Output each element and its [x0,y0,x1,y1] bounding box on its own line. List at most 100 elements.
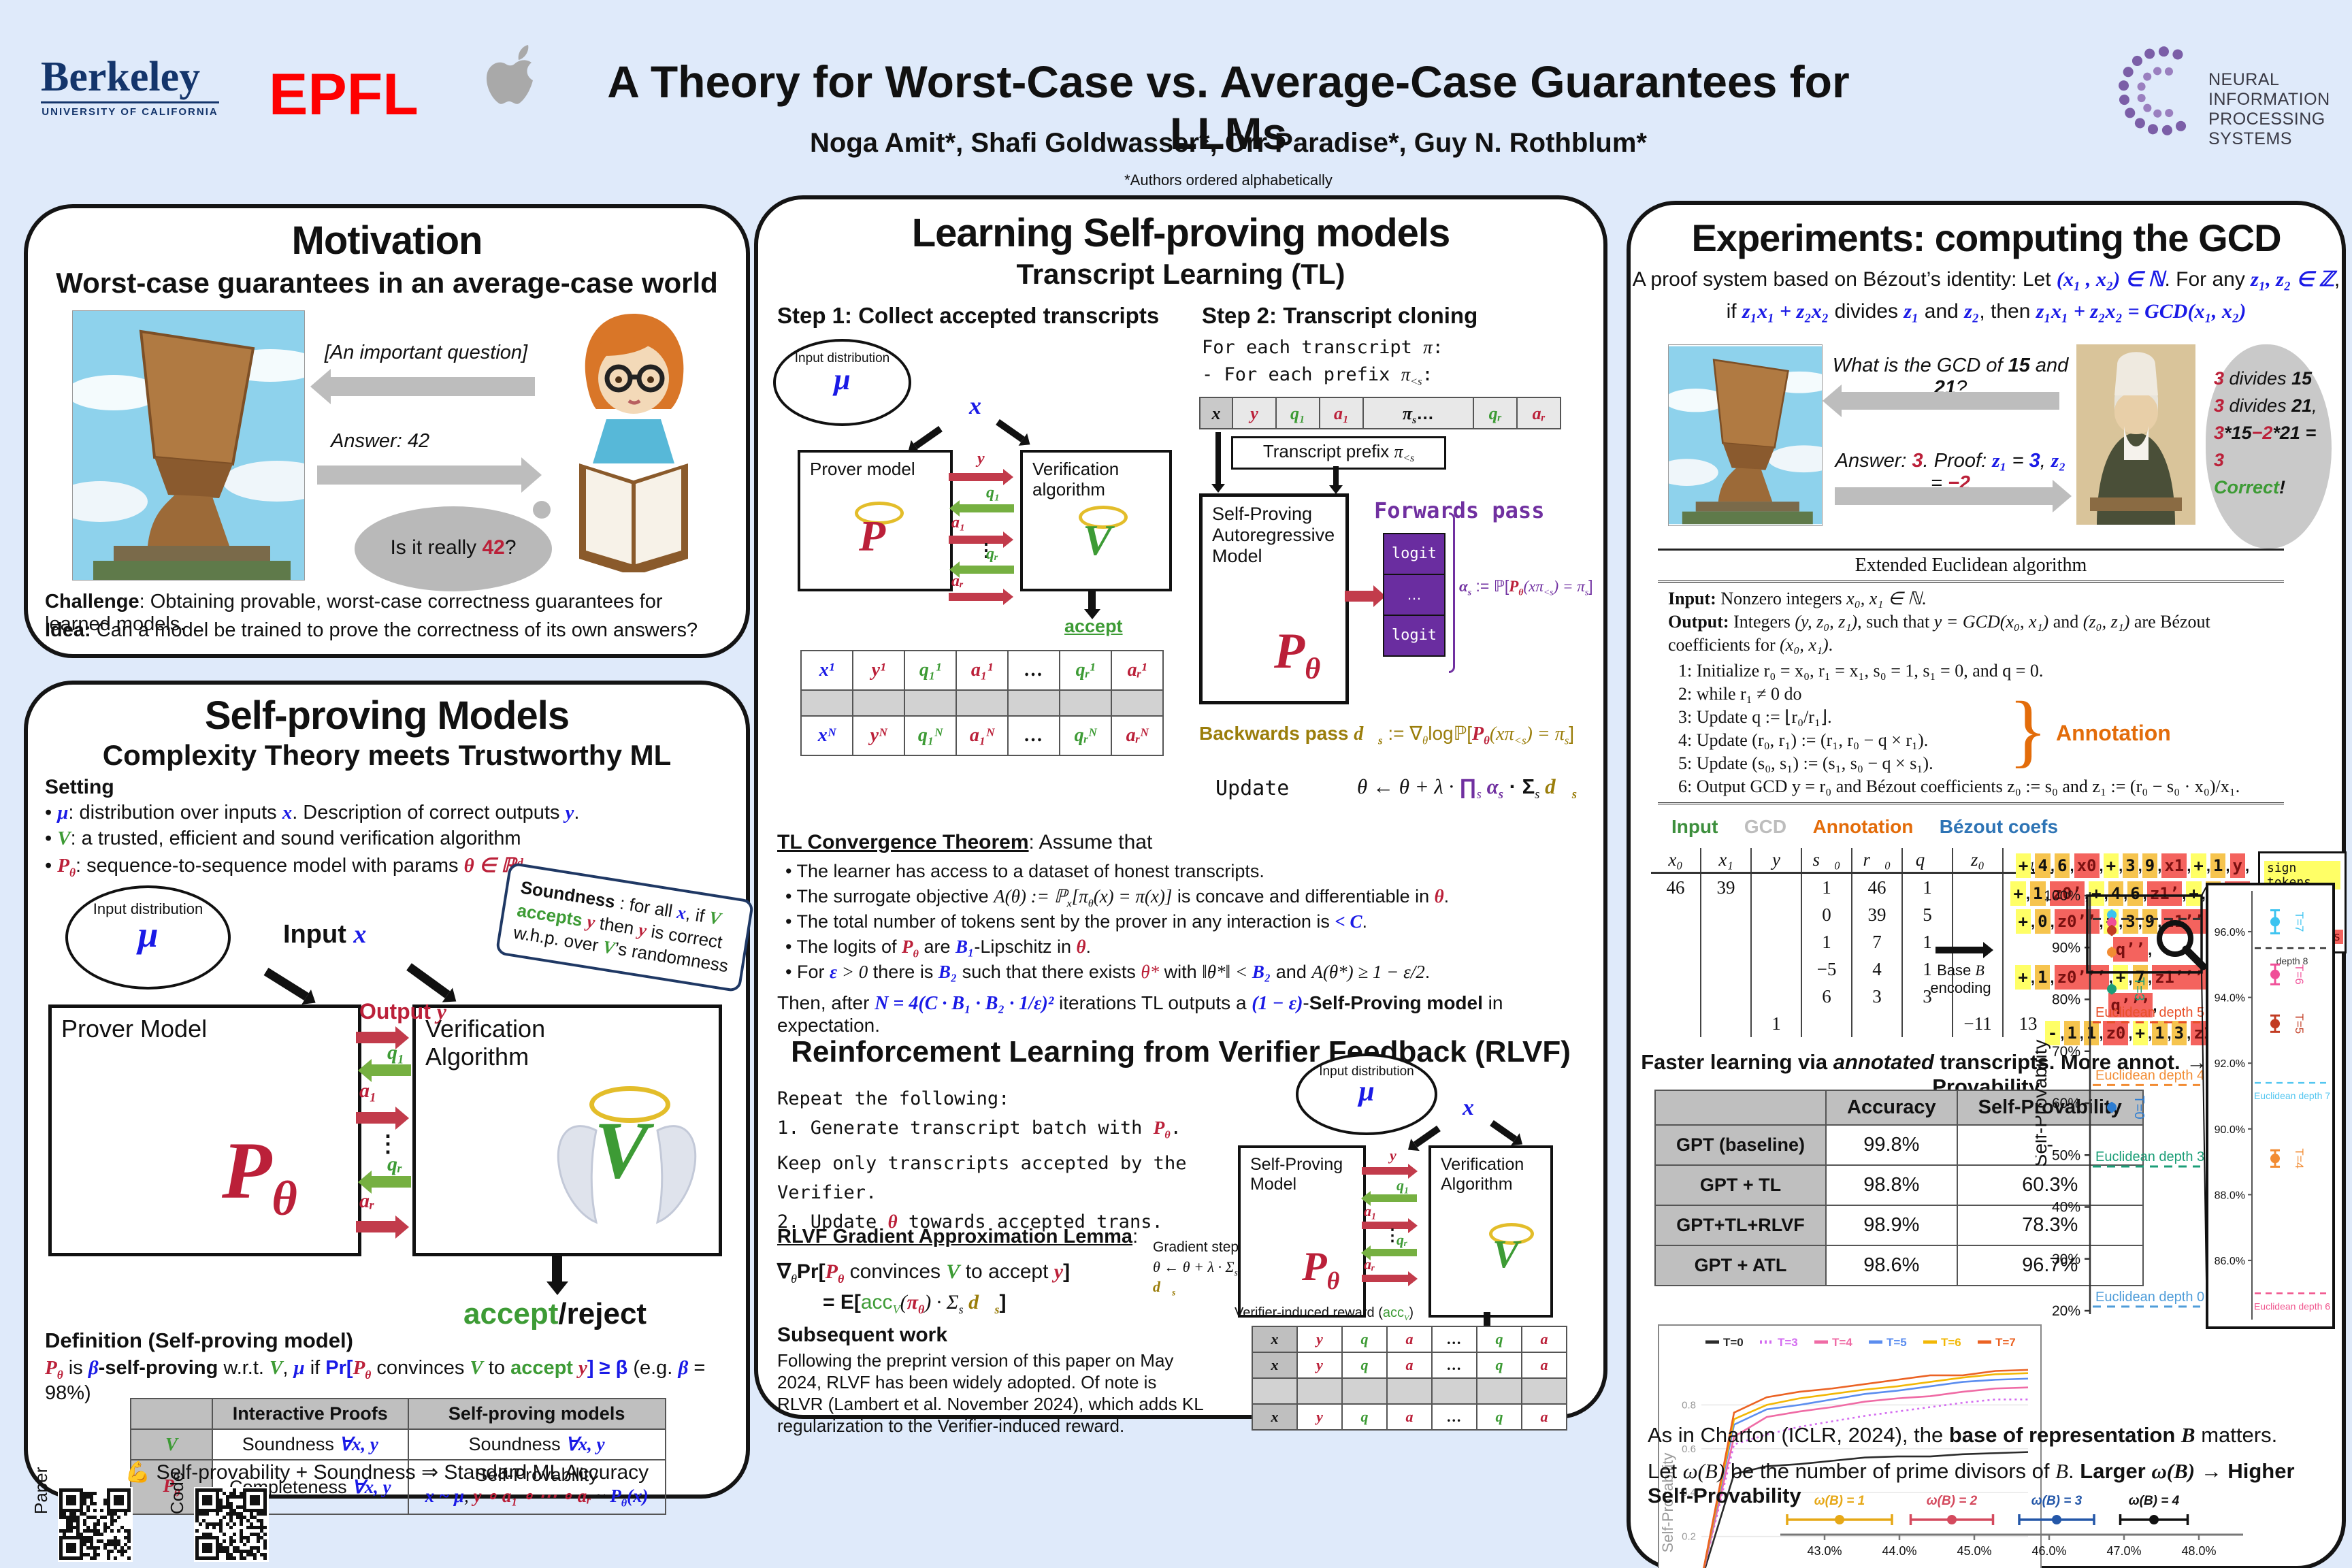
svg-text:0.6: 0.6 [1682,1443,1696,1455]
forwards-pass-label: Forwards pass [1374,497,1545,523]
rlvf-x-label: x [1463,1095,1474,1120]
svg-text:depth 8: depth 8 [2276,956,2308,966]
step1-msg-a1: a₁ [951,514,966,532]
tl-bullet-4: • The logits of Pθ are B₁-Lipschitz in θ… [785,936,1091,960]
logit-bracket [1449,512,1455,673]
rlvf-code-line5: 2. Update θ towards accepted trans. [777,1211,1163,1233]
rlvf-code-line1: Repeat the following: [777,1088,1010,1109]
step1-verifier-halo-icon [1079,506,1128,529]
rlvf-msg-qR: qᵣ [1396,1231,1407,1248]
svg-text:ω(B) = 4: ω(B) = 4 [2129,1494,2180,1508]
algo-step-5: 5: Update (s₀, s₁) := (s₁, s₀ − q × s₁). [1678,753,1933,773]
svg-text:43.0%: 43.0% [1807,1544,1842,1558]
step1-arrow-to-prover [913,425,943,449]
step1-msg-aR: aᵣ [951,572,964,590]
step1-cloud: Input distribution μ [773,339,911,426]
cloud-label: Input distribution [93,900,203,917]
rlvf-mu: μ [1358,1076,1375,1107]
strip-cell-y: y [1233,397,1277,429]
tl-bullet-5: • For ε > 0 there is B₂ such that there … [785,962,1431,982]
mu-symbol: μ [137,914,159,955]
annotation-label: Annotation [2056,721,2171,745]
svg-text:ω(B) = 3: ω(B) = 3 [2031,1494,2082,1508]
step1-arrow-qR [960,566,1014,574]
rlvf-cloud-label: Input distribution [1319,1064,1414,1079]
svg-text:Self-Provability: Self-Provability [1966,1559,2057,1561]
svg-text:T=7: T=7 [2293,912,2306,932]
svg-text:T=3: T=3 [2132,977,2146,1001]
algo-legend: Input GCD Annotation Bézout coefs [1671,816,2081,838]
learning-panel: Learning Self-proving models Transcript … [754,195,1607,1436]
selfproving-subtitle: Complexity Theory meets Trustworthy ML [102,739,672,771]
euclid-image [2076,344,2195,525]
answer-arrow [317,466,521,485]
input-arrow-right-icon [406,963,451,998]
learning-title: Learning Self-proving models [911,211,1451,255]
step1-prover-halo-icon [855,502,904,525]
rlvf-msg-q1: q₁ [1396,1177,1409,1194]
thought-bubble-dot [533,501,551,519]
tl-bullet-3: • The total number of tokens sent by the… [785,911,1368,932]
svg-text:T=0: T=0 [1723,1336,1744,1349]
lemma-line1: ∇θPr[Pθ convinces V to accept y] [777,1260,1071,1286]
rlvf-verif-symbol: V [1492,1232,1519,1276]
tl-bullet-1: • The learner has access to a dataset of… [785,861,1264,881]
msg-arrow-aR [356,1221,395,1232]
deep-thought-image [72,310,305,581]
strip-cell-q1: q₁ [1277,397,1320,429]
tl-bullet-2: • The surrogate objective A(θ) := ℙx[πθ(… [785,886,1450,910]
msg-arrow-qR [372,1176,411,1188]
algo-step-1: 1: Initialize r₀ = x₀, r₁ = x₁, s₀ = 1, … [1678,661,2044,681]
svg-text:92.0%: 92.0% [2215,1058,2245,1070]
question-label: [An important question] [324,342,528,363]
gcd-question-arrow [1842,392,2059,410]
verifier-reward-label: Verifier-induced reward (accV) [1235,1305,1414,1322]
strip-cell-aR: aᵣ [1518,397,1561,429]
prefix-label-box: Transcript prefix π<s [1231,436,1446,470]
step1-msg-qR: qᵣ [986,545,998,563]
token-line-4: +,1,z0’’’,+,7,z1’’’,+,1,q’’’, [2008,964,2257,1020]
forwards-arrow [1345,591,1373,602]
setting-bullet-v: • V: a trusted, efficient and sound veri… [45,828,521,849]
msg-dots: ⋮ [376,1131,399,1157]
depth-scatter-chart: 20% 30% 40% 50% 60% 70% 80% 90% 100% Self-Provabi… [2029,879,2335,1337]
answer-label: Answer: 42 [331,430,430,452]
msg-arrow-a1 [356,1112,395,1124]
svg-text:45.0%: 45.0% [1957,1544,1991,1558]
reader-avatar [579,314,688,572]
bubble-line-3: 3*15−2*21 = 3 [2214,423,2317,470]
input-x-label: Input x [283,920,367,949]
poster-title: A Theory for Worst-Case vs. Average-Case… [607,56,1850,159]
experiments-title: Experiments: computing the GCD [1691,216,2281,259]
svg-text:96.0%: 96.0% [2215,927,2245,938]
verification-algorithm-box: Verification Algorithm V [412,1004,722,1256]
step1-heading: Step 1: Collect accepted transcripts [777,303,1160,328]
svg-text:46.0%: 46.0% [2031,1544,2066,1558]
results-table: Accuracy Self-Provability GPT (baseline) 99… [1654,1090,2144,1286]
step1-accept-arrow [1088,589,1096,609]
motivation-title: Motivation [291,218,483,263]
token-line-5: -,1,1,z0,+,1,3,z1, [2008,1020,2257,1048]
angel-wings-icon [557,1125,697,1224]
rlvf-sp-symbol: Pθ [1302,1244,1340,1294]
step1-arrow-to-verifier [996,419,1025,442]
spar-model-box: Self-Proving Autoregressive Model Pθ [1199,493,1349,704]
setting-bullet-mu: • μ: distribution over inputs x. Descrip… [45,802,580,823]
annotation-brace: } [2008,685,2048,775]
berkeley-wordmark: Berkeley [41,54,201,100]
svg-text:90%: 90% [2052,940,2080,956]
rlvf-code-line3: Keep only transcripts accepted by the [777,1153,1187,1175]
svg-text:T=6: T=6 [2293,964,2306,985]
step1-verifier-label: Verification algorithm [1032,459,1120,500]
algo-output-line: Output: Integers (y, z₀, z₁), such that … [1668,612,2210,655]
verdict-arrow [552,1253,562,1281]
step1-prover-symbol: P [859,512,886,560]
neurips-text-line2: PROCESSING SYSTEMS [2208,110,2325,148]
gradient-step-formula: θ ← θ + λ · Σs d⃗s [1153,1258,1238,1298]
logit-stack: logit … logit [1383,533,1446,657]
omega-errorbar-chart: 43.0% 44.0% 45.0% 46.0% 47.0% 48.0% Self-Prova… [1767,1492,2257,1568]
step2-arrow-prefix-down [1333,466,1339,485]
rlvf-arrow-a1 [1362,1222,1408,1229]
legend-annotation: Annotation [1812,816,1914,837]
